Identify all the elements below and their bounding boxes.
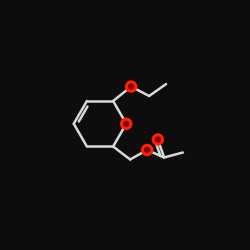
Circle shape	[142, 144, 152, 156]
Circle shape	[145, 148, 150, 152]
Circle shape	[152, 134, 164, 145]
Circle shape	[126, 81, 136, 92]
Circle shape	[129, 84, 134, 89]
Circle shape	[156, 137, 160, 142]
Circle shape	[121, 118, 132, 129]
Circle shape	[124, 121, 129, 126]
